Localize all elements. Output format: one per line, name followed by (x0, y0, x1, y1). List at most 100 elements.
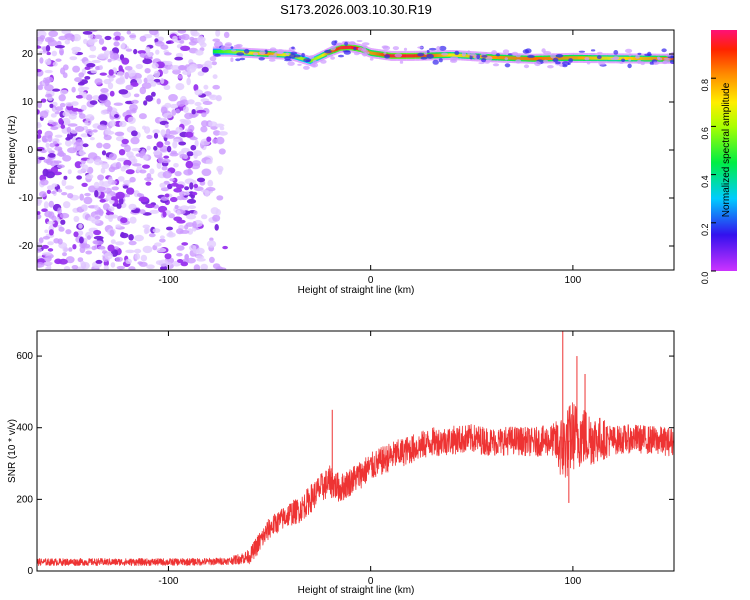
noise-blob (40, 149, 47, 153)
noise-blob (182, 106, 189, 113)
track-blob (273, 53, 277, 58)
noise-blob (54, 45, 65, 49)
noise-blob (51, 215, 57, 221)
noise-blob (124, 144, 131, 153)
noise-blob (82, 143, 89, 148)
track-blob (541, 48, 546, 53)
track-core (536, 57, 538, 61)
noise-blob (104, 130, 115, 135)
track-core (220, 50, 222, 54)
track-core (225, 50, 227, 54)
track-core (508, 56, 510, 60)
noise-blob (83, 38, 88, 45)
noise-blob (86, 235, 92, 240)
noise-blob (197, 71, 205, 77)
track-core (501, 56, 503, 60)
track-core (556, 56, 558, 60)
track-blob (598, 62, 606, 66)
noise-blob (111, 186, 119, 191)
noise-blob (168, 94, 178, 102)
noise-blob (38, 156, 46, 161)
noise-blob (152, 228, 161, 234)
noise-blob (169, 178, 175, 182)
track-core (391, 54, 394, 58)
track-core (574, 56, 577, 60)
noise-blob (160, 187, 170, 192)
noise-blob (45, 45, 51, 52)
noise-blob (170, 196, 178, 203)
noise-blob (50, 113, 57, 118)
track-core (546, 56, 548, 61)
noise-blob (149, 168, 155, 175)
track-blob (305, 59, 311, 63)
track-core (458, 53, 460, 57)
noise-blob (215, 136, 225, 145)
track-core (389, 54, 392, 58)
track-core (393, 54, 396, 58)
track-blob (338, 54, 344, 58)
track-core (561, 56, 563, 60)
noise-blob (59, 102, 66, 108)
noise-blob (63, 266, 71, 270)
noise-blob (150, 81, 157, 87)
track-core (631, 56, 633, 61)
x-tick-label: -100 (158, 275, 178, 286)
noise-blob (37, 213, 42, 220)
track-core (371, 51, 373, 55)
noise-blob (109, 229, 115, 237)
noise-blob (89, 137, 95, 141)
track-blob (432, 59, 439, 65)
noise-blob (176, 252, 183, 257)
noise-blob (62, 252, 67, 257)
noise-blob (201, 120, 209, 127)
noise-blob (108, 206, 115, 212)
noise-blob (157, 36, 165, 42)
noise-blob (186, 257, 196, 264)
noise-blob (97, 245, 106, 250)
noise-blob (70, 130, 78, 134)
noise-blob (65, 102, 74, 107)
track-core (609, 56, 611, 60)
noise-blob (212, 214, 221, 222)
noise-blob (158, 259, 169, 267)
track-blob (439, 45, 447, 51)
noise-blob (189, 36, 195, 42)
noise-blob (153, 145, 158, 151)
noise-blob (101, 162, 110, 169)
track-core (343, 46, 345, 50)
track-blob (356, 40, 363, 42)
noise-blob (139, 169, 147, 174)
track-core (534, 57, 536, 61)
noise-blob (108, 166, 116, 173)
noise-blob (87, 152, 98, 160)
track-core (222, 50, 224, 54)
noise-blob (196, 36, 206, 43)
noise-blob (169, 152, 179, 157)
track-blob (657, 57, 663, 61)
track-core (449, 53, 451, 57)
noise-blob (37, 129, 43, 135)
track-core (516, 56, 518, 60)
track-core (316, 56, 318, 60)
noise-blob (44, 255, 52, 262)
noise-blob (176, 210, 181, 216)
noise-blob (84, 120, 89, 126)
noise-blob (107, 105, 113, 112)
noise-blob (153, 70, 161, 78)
track-core (604, 56, 606, 60)
track-core (580, 56, 582, 60)
track-blob (291, 46, 295, 50)
track-blob (628, 53, 632, 57)
track-core (334, 48, 336, 52)
noise-blob (164, 253, 172, 260)
track-core (232, 50, 234, 54)
track-core (242, 50, 244, 55)
noise-blob (194, 101, 202, 107)
noise-blob (156, 247, 167, 253)
noise-blob (107, 244, 115, 252)
track-core (581, 56, 583, 60)
track-core (213, 50, 216, 54)
noise-blob (115, 241, 125, 246)
track-core (380, 52, 382, 57)
